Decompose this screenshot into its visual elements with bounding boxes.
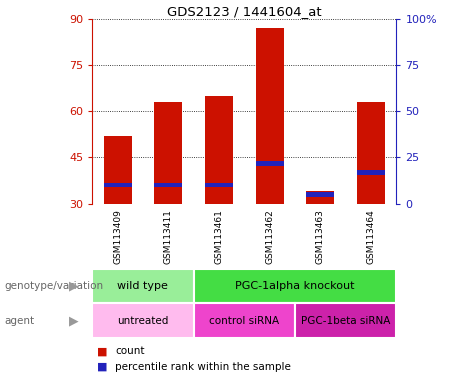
Text: genotype/variation: genotype/variation: [5, 281, 104, 291]
Text: control siRNA: control siRNA: [209, 316, 279, 326]
Text: ■: ■: [97, 362, 107, 372]
Text: count: count: [115, 346, 145, 356]
Bar: [256, 161, 284, 166]
Text: ▶: ▶: [69, 280, 78, 293]
Bar: [154, 183, 182, 187]
Text: GSM113411: GSM113411: [164, 209, 173, 263]
Bar: [205, 96, 233, 204]
Text: wild type: wild type: [118, 281, 168, 291]
Bar: [154, 102, 182, 204]
Bar: [307, 192, 334, 197]
Text: untreated: untreated: [117, 316, 169, 326]
Text: GSM113461: GSM113461: [214, 209, 224, 263]
Text: percentile rank within the sample: percentile rank within the sample: [115, 362, 291, 372]
Bar: [295, 303, 396, 338]
Bar: [357, 170, 385, 175]
Bar: [104, 183, 131, 187]
Title: GDS2123 / 1441604_at: GDS2123 / 1441604_at: [167, 5, 322, 18]
Text: GSM113464: GSM113464: [366, 209, 376, 263]
Text: ▶: ▶: [69, 314, 78, 327]
Text: agent: agent: [5, 316, 35, 326]
Text: GSM113462: GSM113462: [265, 209, 274, 263]
Bar: [104, 136, 131, 204]
Text: GSM113409: GSM113409: [113, 209, 122, 263]
Bar: [194, 303, 295, 338]
Bar: [256, 28, 284, 204]
Bar: [307, 191, 334, 204]
Bar: [92, 269, 194, 303]
Bar: [92, 303, 194, 338]
Text: GSM113463: GSM113463: [316, 209, 325, 263]
Text: PGC-1beta siRNA: PGC-1beta siRNA: [301, 316, 390, 326]
Text: ■: ■: [97, 346, 107, 356]
Bar: [357, 102, 385, 204]
Bar: [194, 269, 396, 303]
Text: PGC-1alpha knockout: PGC-1alpha knockout: [235, 281, 355, 291]
Bar: [205, 183, 233, 187]
